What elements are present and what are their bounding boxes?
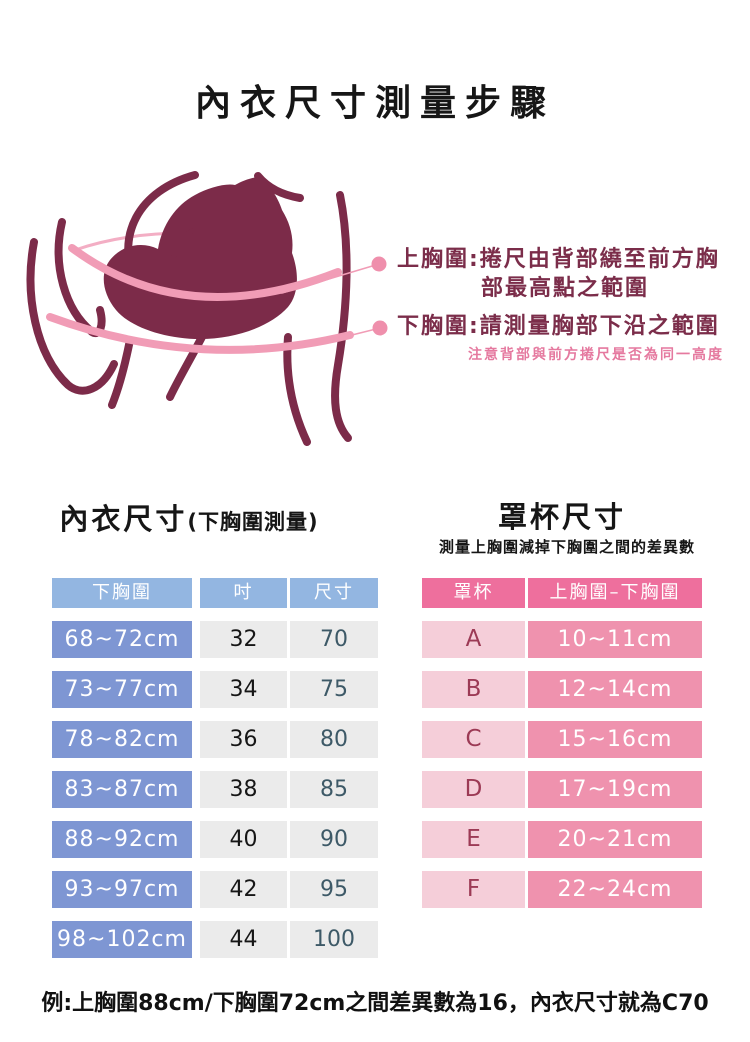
cup-table-header-row: 罩杯 上胸圍–下胸圍 (422, 578, 702, 608)
cup-table-row: E 20~21cm (422, 821, 702, 858)
cup-size-table: 罩杯 上胸圍–下胸圍 A 10~11cm B 12~14cm C 15~16cm… (422, 578, 702, 921)
size-table-row: 78~82cm 36 80 (52, 721, 378, 758)
cup-letter: E (422, 821, 525, 858)
underbust-range: 98~102cm (52, 921, 192, 958)
lower-annotation-bullet-icon (372, 320, 388, 336)
underbust-range: 78~82cm (52, 721, 192, 758)
cup-table-row: B 12~14cm (422, 671, 702, 708)
measuring-tapes (46, 244, 381, 354)
cup-table-row: C 15~16cm (422, 721, 702, 758)
cup-header-cup: 罩杯 (422, 578, 525, 608)
cup-table-subtitle: 測量上胸圍減掉下胸圍之間的差異數 (438, 538, 695, 556)
lower-bust-annotation: 下胸圍:請測量胸部下沿之範圍 (397, 314, 720, 339)
page-title: 內衣尺寸測量步驟 (194, 83, 555, 125)
cup-letter: B (422, 671, 525, 708)
cup-difference: 17~19cm (528, 771, 702, 808)
size-value: 75 (290, 671, 378, 708)
size-table-row: 93~97cm 42 95 (52, 871, 378, 908)
underband-size-table: 下胸圍 吋 尺寸 68~72cm 32 70 73~77cm 34 75 78~… (52, 578, 378, 971)
size-table-row: 83~87cm 38 85 (52, 771, 378, 808)
size-table-row: 98~102cm 44 100 (52, 921, 378, 958)
size-value: 85 (290, 771, 378, 808)
cup-header-difference: 上胸圍–下胸圍 (528, 578, 702, 608)
inch-value: 38 (200, 771, 287, 808)
size-table-header-row: 下胸圍 吋 尺寸 (52, 578, 378, 608)
underbust-range: 88~92cm (52, 821, 192, 858)
size-table-title-main: 內衣尺寸 (59, 502, 188, 536)
underbust-range: 73~77cm (52, 671, 192, 708)
inch-value: 42 (200, 871, 287, 908)
upper-annotation-bullet-icon (371, 256, 387, 272)
size-value: 70 (290, 621, 378, 658)
cup-table-row: D 17~19cm (422, 771, 702, 808)
cup-letter: F (422, 871, 525, 908)
cup-table-row: A 10~11cm (422, 621, 702, 658)
underbust-range: 68~72cm (52, 621, 192, 658)
size-table-row: 88~92cm 40 90 (52, 821, 378, 858)
cup-table-title: 罩杯尺寸 (497, 500, 626, 534)
cup-difference: 22~24cm (528, 871, 702, 908)
cup-difference: 20~21cm (528, 821, 702, 858)
size-header-inch: 吋 (200, 578, 287, 608)
size-table-row: 68~72cm 32 70 (52, 621, 378, 658)
underbust-range: 93~97cm (52, 871, 192, 908)
cup-letter: C (422, 721, 525, 758)
cup-difference: 12~14cm (528, 671, 702, 708)
inch-value: 36 (200, 721, 287, 758)
bra-silhouette (103, 177, 297, 339)
cup-letter: D (422, 771, 525, 808)
inch-value: 32 (200, 621, 287, 658)
cup-table-row: F 22~24cm (422, 871, 702, 908)
inch-value: 34 (200, 671, 287, 708)
inch-value: 44 (200, 921, 287, 958)
size-table-row: 73~77cm 34 75 (52, 671, 378, 708)
size-header-size: 尺寸 (290, 578, 378, 608)
chest-line (170, 228, 195, 261)
size-header-underbust: 下胸圍 (52, 578, 192, 608)
cup-difference: 15~16cm (528, 721, 702, 758)
size-table-title: 內衣尺寸(下胸圍測量) (26, 496, 352, 538)
measuring-note: 注意背部與前方捲尺是否為同一高度 (468, 347, 724, 363)
upper-bust-annotation: 上胸圍:捲尺由背部繞至前方胸 部最高點之範圍 (397, 245, 720, 303)
inch-value: 40 (200, 821, 287, 858)
size-value: 100 (290, 921, 378, 958)
upper-bust-annotation-line2: 部最高點之範圍 (481, 276, 650, 301)
cup-difference: 10~11cm (528, 621, 702, 658)
size-value: 90 (290, 821, 378, 858)
size-table-title-sub: (下胸圍測量) (187, 510, 319, 534)
size-value: 95 (290, 871, 378, 908)
cup-letter: A (422, 621, 525, 658)
underbust-range: 83~87cm (52, 771, 192, 808)
size-value: 80 (290, 721, 378, 758)
upper-bust-annotation-line1: 上胸圍:捲尺由背部繞至前方胸 (397, 247, 720, 272)
example-text: 例:上胸圍88cm/下胸圍72cm之間差異數為16，內衣尺寸就為C70 (41, 991, 709, 1016)
bra-measurement-illustration (26, 171, 388, 446)
